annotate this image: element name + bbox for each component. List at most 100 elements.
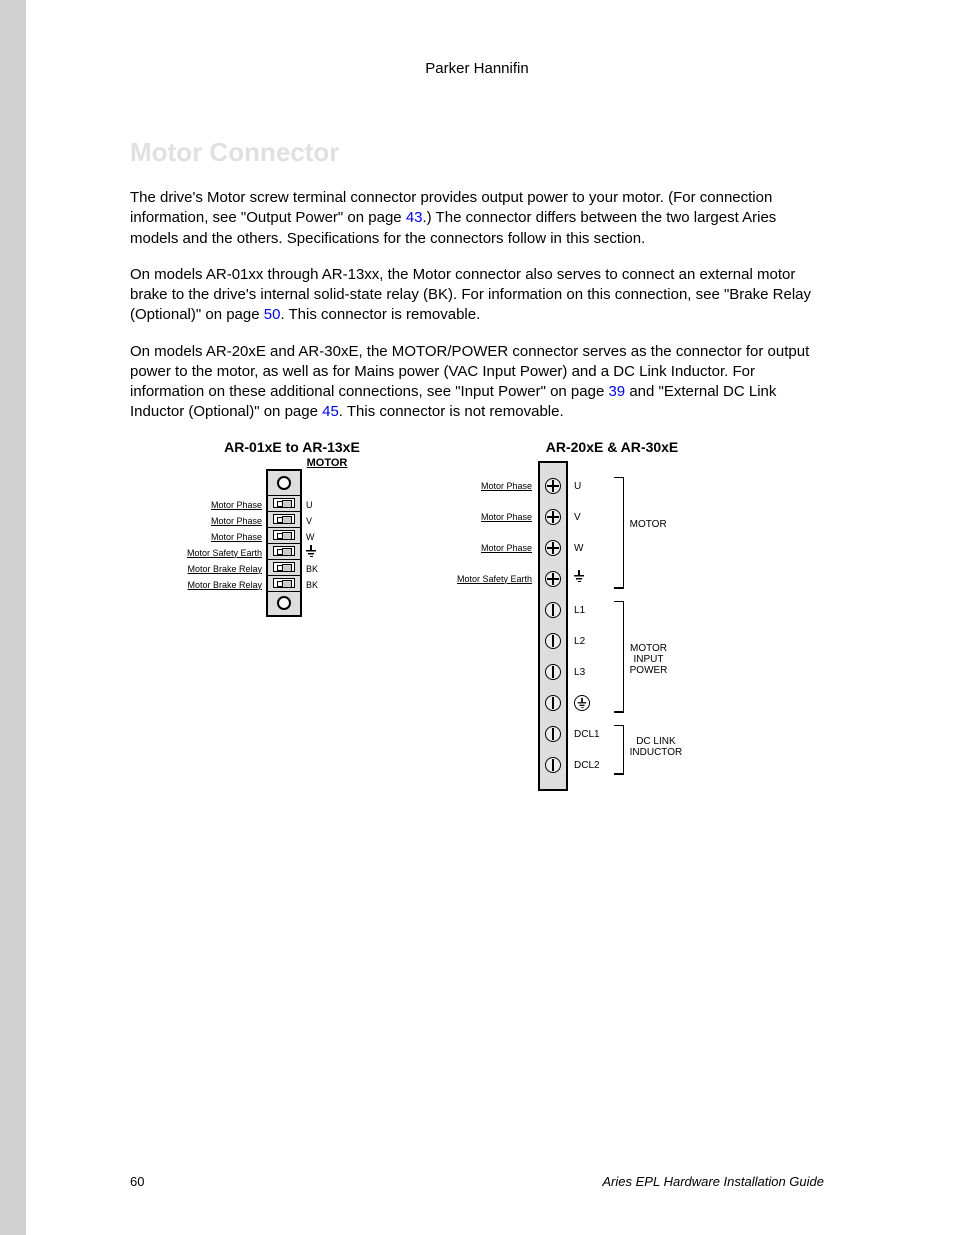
earth-icon [574,570,584,582]
p3-sc2: OWER [462,343,509,360]
pin-label: L1 [574,595,600,626]
diagram-left-title: AR-01xE to AR-13xE [187,439,397,455]
page-header: Parker Hannifin [0,0,954,77]
screw-icon [545,664,561,680]
screw-icon [545,540,561,556]
screw-icon [545,509,561,525]
p3-sc1: OTOR [404,343,447,360]
bracket-icon [614,601,624,713]
section-title: Motor Connector [130,137,824,168]
right-pin-column: UVW L1L2L3 DCL1DCL2 [574,461,600,781]
pin-label: DCL2 [574,750,600,781]
group-label: DC LINKINDUCTOR [630,736,683,758]
screw-terminal [268,495,300,511]
group-label: MOTORINPUTPOWER [630,643,668,676]
left-pin-column: UVW BKBK [306,469,318,593]
diagram-left-subtitle: MOTOR [257,457,397,469]
pin-label: W [574,533,600,564]
connector-label: Motor Brake Relay [187,577,262,593]
side-bar [0,0,26,1235]
screw-terminal [268,543,300,559]
diagrams-row: AR-01xE to AR-13xE MOTOR Motor PhaseMoto… [130,439,824,791]
pin-label: W [306,529,318,545]
group-label: MOTOR [630,519,667,530]
screw-icon [545,478,561,494]
pin-label: BK [306,561,318,577]
screw-terminal [540,533,566,564]
mounting-hole-icon [277,476,291,490]
screw-icon [545,757,561,773]
page-number: 60 [130,1174,144,1189]
screw-icon [273,514,295,524]
footer-title: Aries EPL Hardware Installation Guide [602,1174,824,1189]
pin-label: BK [306,577,318,593]
connector-label: Motor Brake Relay [187,561,262,577]
right-label-column: Motor PhaseMotor PhaseMotor PhaseMotor S… [457,461,532,781]
screw-terminal [540,626,566,657]
page-link-45[interactable]: 45 [322,403,339,420]
screw-icon [545,695,561,711]
pin-label: V [574,502,600,533]
p3-text-a: On models AR-20xE and AR-30xE, the M [130,343,404,360]
screw-icon [273,578,295,588]
page-link-50[interactable]: 50 [264,306,281,323]
screw-icon [273,498,295,508]
left-label-column: Motor PhaseMotor PhaseMotor PhaseMotor S… [187,469,262,593]
screw-icon [545,602,561,618]
connector-label: Motor Phase [187,513,262,529]
pin-label: V [306,513,318,529]
screw-terminal [540,564,566,595]
connector-label [457,657,532,688]
connector-label: Motor Safety Earth [457,564,532,595]
screw-terminal [540,595,566,626]
diagram-right-title: AR-20xE & AR-30xE [457,439,767,455]
connector-label: Motor Phase [457,533,532,564]
bracket-icon [614,477,624,589]
screw-icon [273,562,295,572]
company-name: Parker Hannifin [425,60,528,77]
screw-terminal [268,559,300,575]
pin-label [574,688,600,719]
screw-icon [273,546,295,556]
p3-text-e: . This connector is not removable. [339,403,564,420]
pin-label: U [574,471,600,502]
pin-label: DCL1 [574,719,600,750]
diagram-left: AR-01xE to AR-13xE MOTOR Motor PhaseMoto… [187,439,397,791]
paragraph-3: On models AR-20xE and AR-30xE, the MOTOR… [130,342,824,423]
paragraph-1: The drive's Motor screw terminal connect… [130,188,824,249]
pin-label [574,564,600,595]
screw-icon [273,530,295,540]
screw-terminal [540,750,566,781]
connector-label [457,719,532,750]
page-link-43[interactable]: 43 [406,209,423,226]
screw-terminal [540,471,566,502]
screw-icon [545,571,561,587]
connector-label [457,750,532,781]
screw-terminal [268,575,300,591]
connector-label [457,595,532,626]
screw-icon [545,726,561,742]
pin-label: L3 [574,657,600,688]
earth-icon [306,545,316,557]
mounting-hole-icon [277,596,291,610]
connector-label: Motor Phase [187,497,262,513]
left-connector-body [266,469,302,617]
p3-text-b: /P [447,343,461,360]
earth-circle-icon [574,695,590,711]
screw-icon [545,633,561,649]
page-link-39[interactable]: 39 [608,383,625,400]
screw-terminal [540,657,566,688]
connector-label [457,626,532,657]
connector-label: Motor Safety Earth [187,545,262,561]
pin-label [306,545,318,561]
screw-terminal [268,527,300,543]
screw-terminal [268,511,300,527]
screw-terminal [540,688,566,719]
pin-label: L2 [574,626,600,657]
pin-label: U [306,497,318,513]
left-cap-bottom [268,591,300,615]
screw-terminal [540,502,566,533]
connector-label: Motor Phase [457,502,532,533]
paragraph-2: On models AR-01xx through AR-13xx, the M… [130,265,824,326]
connector-label [457,688,532,719]
